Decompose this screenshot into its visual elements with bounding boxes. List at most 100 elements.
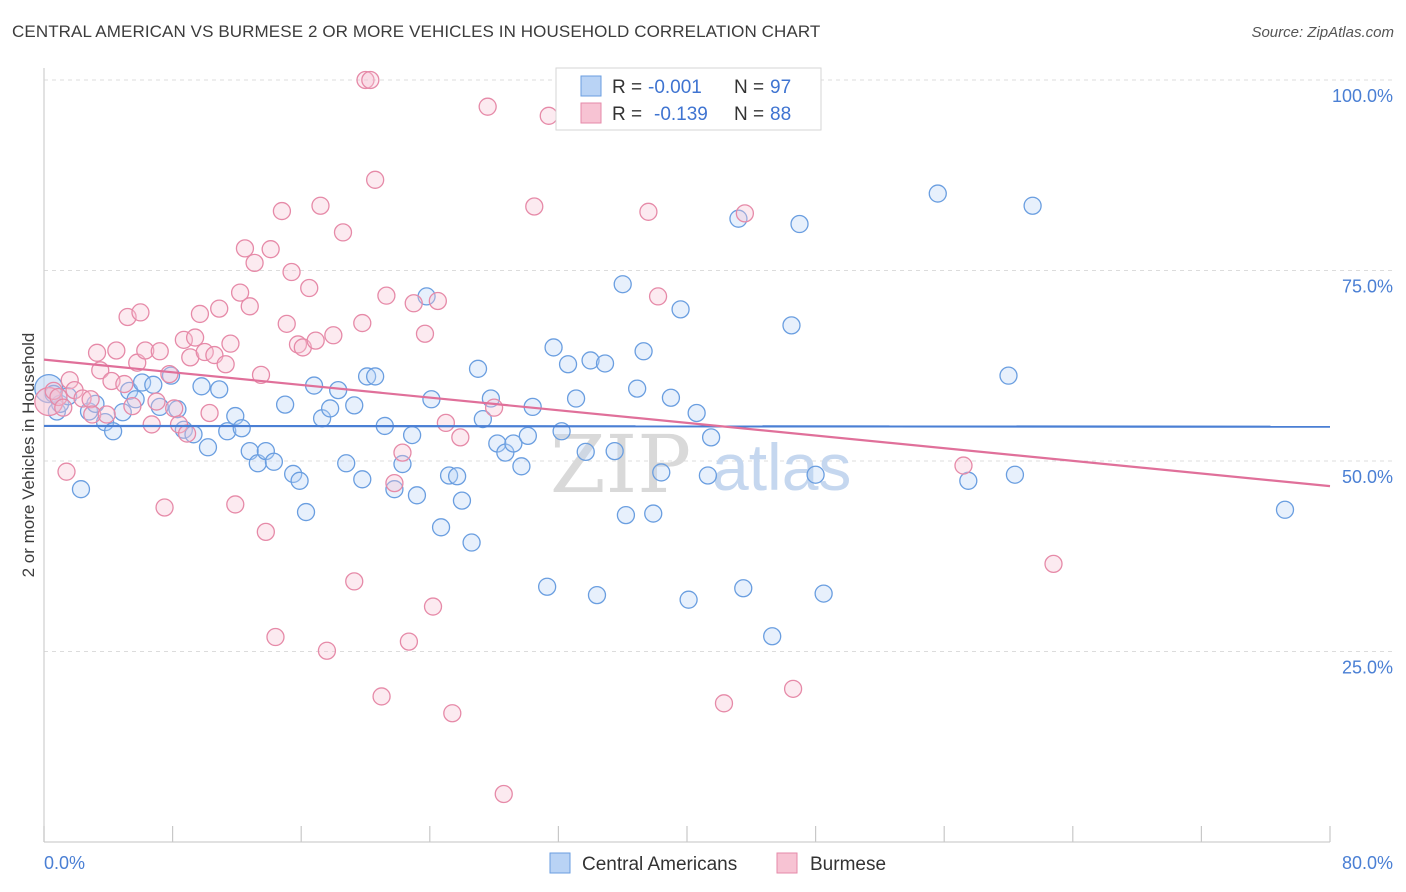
x-axis-ticks [43, 826, 1331, 842]
legend-r-value-central: -0.001 [648, 77, 702, 98]
x-tick-label-max: 80.0% [1342, 853, 1393, 873]
central-point [296, 502, 316, 522]
central-point [782, 316, 801, 335]
burmese-point [251, 365, 271, 385]
burmese-point [60, 371, 79, 390]
central-point [275, 395, 295, 414]
burmese-point [87, 343, 107, 362]
legend-swatch-central [580, 75, 602, 97]
burmese-point [81, 390, 100, 409]
burmese-point [123, 396, 142, 416]
central-point [544, 338, 563, 357]
burmese-point [333, 223, 353, 242]
central-point [320, 399, 340, 418]
burmese-point [436, 413, 456, 433]
central-point [353, 470, 372, 489]
burmese-point [399, 632, 419, 651]
central-point [1023, 196, 1042, 215]
burmese-point [131, 303, 150, 322]
central-point [232, 419, 251, 438]
burmese-point [115, 374, 134, 394]
central-point [999, 366, 1018, 385]
y-tick-labels: 25.0% 50.0% 75.0% 100.0% [1332, 86, 1393, 678]
central-point [628, 379, 647, 398]
central-point [734, 579, 753, 598]
burmese-point [221, 334, 240, 353]
central-point [613, 275, 632, 294]
central-point [581, 351, 600, 370]
central-point [150, 397, 169, 417]
burmese-point [300, 278, 319, 298]
central-point [634, 342, 653, 361]
central-point [959, 471, 978, 490]
central-point [192, 377, 211, 396]
burmese-point [783, 679, 803, 698]
bottom-legend-swatch-central [549, 852, 571, 874]
central-point [407, 486, 427, 505]
burmese-point [423, 597, 443, 616]
burmese-point [245, 253, 264, 273]
central-point [566, 389, 586, 408]
central-point [447, 467, 467, 486]
burmese-point [256, 522, 275, 542]
y-axis-label: 2 or more Vehicles in Household [19, 333, 38, 578]
burmese-point [54, 398, 73, 417]
burmese-point [235, 239, 255, 258]
burmese-point [177, 424, 197, 443]
burmese-point [185, 328, 205, 347]
burmese-point [478, 97, 497, 116]
central-point [284, 464, 303, 484]
series-legend: Central Americans Burmese [549, 852, 886, 875]
x-tick-label-min: 0.0% [44, 853, 85, 873]
legend-r-value-burmese: -0.139 [654, 104, 708, 125]
burmese-point [261, 240, 280, 259]
central-point [687, 403, 706, 423]
burmese-point [345, 572, 364, 591]
central-point [198, 438, 218, 457]
burmese-point [428, 291, 447, 311]
burmese-point [385, 473, 404, 493]
burmese-point [377, 286, 396, 305]
central-point [661, 388, 681, 407]
central-point [1005, 465, 1025, 484]
burmese-point [174, 330, 194, 349]
burmese-point [306, 331, 325, 350]
central-point [814, 584, 833, 603]
burmese-point [210, 299, 229, 318]
burmese-point [404, 294, 423, 313]
burmese-point [415, 324, 435, 343]
burmese-point [372, 687, 391, 706]
central-point [473, 409, 492, 429]
legend-n-label-central: N = [734, 77, 764, 98]
burmese-point [361, 70, 380, 90]
legend-n-value-central: 97 [770, 77, 791, 98]
central-point [210, 380, 229, 399]
burmese-point [83, 405, 102, 424]
watermark-atlas: atlas [712, 430, 851, 504]
legend-r-label-central: R = [612, 77, 642, 98]
burmese-point [277, 314, 296, 333]
legend-n-label-burmese: N = [734, 104, 764, 125]
trend-line-burmese [43, 358, 1331, 488]
burmese-point [216, 355, 235, 374]
central-americans-points [34, 184, 1295, 646]
central-point [431, 518, 451, 537]
burmese-point [150, 342, 169, 361]
burmese-point [639, 202, 658, 221]
central-point [605, 441, 624, 461]
burmese-point [393, 443, 412, 462]
central-point [337, 454, 356, 473]
central-point [652, 463, 671, 482]
bottom-legend-label-burmese: Burmese [810, 854, 886, 875]
burmese-point [282, 262, 301, 282]
burmese-point [324, 326, 343, 345]
central-point [790, 214, 809, 234]
central-point [402, 425, 422, 445]
central-point [385, 480, 404, 499]
burmese-point [539, 106, 558, 125]
central-point [468, 359, 488, 378]
burmese-point [240, 297, 259, 316]
burmese-point [34, 386, 64, 417]
burmese-point [443, 704, 462, 723]
burmese-point [155, 498, 174, 517]
